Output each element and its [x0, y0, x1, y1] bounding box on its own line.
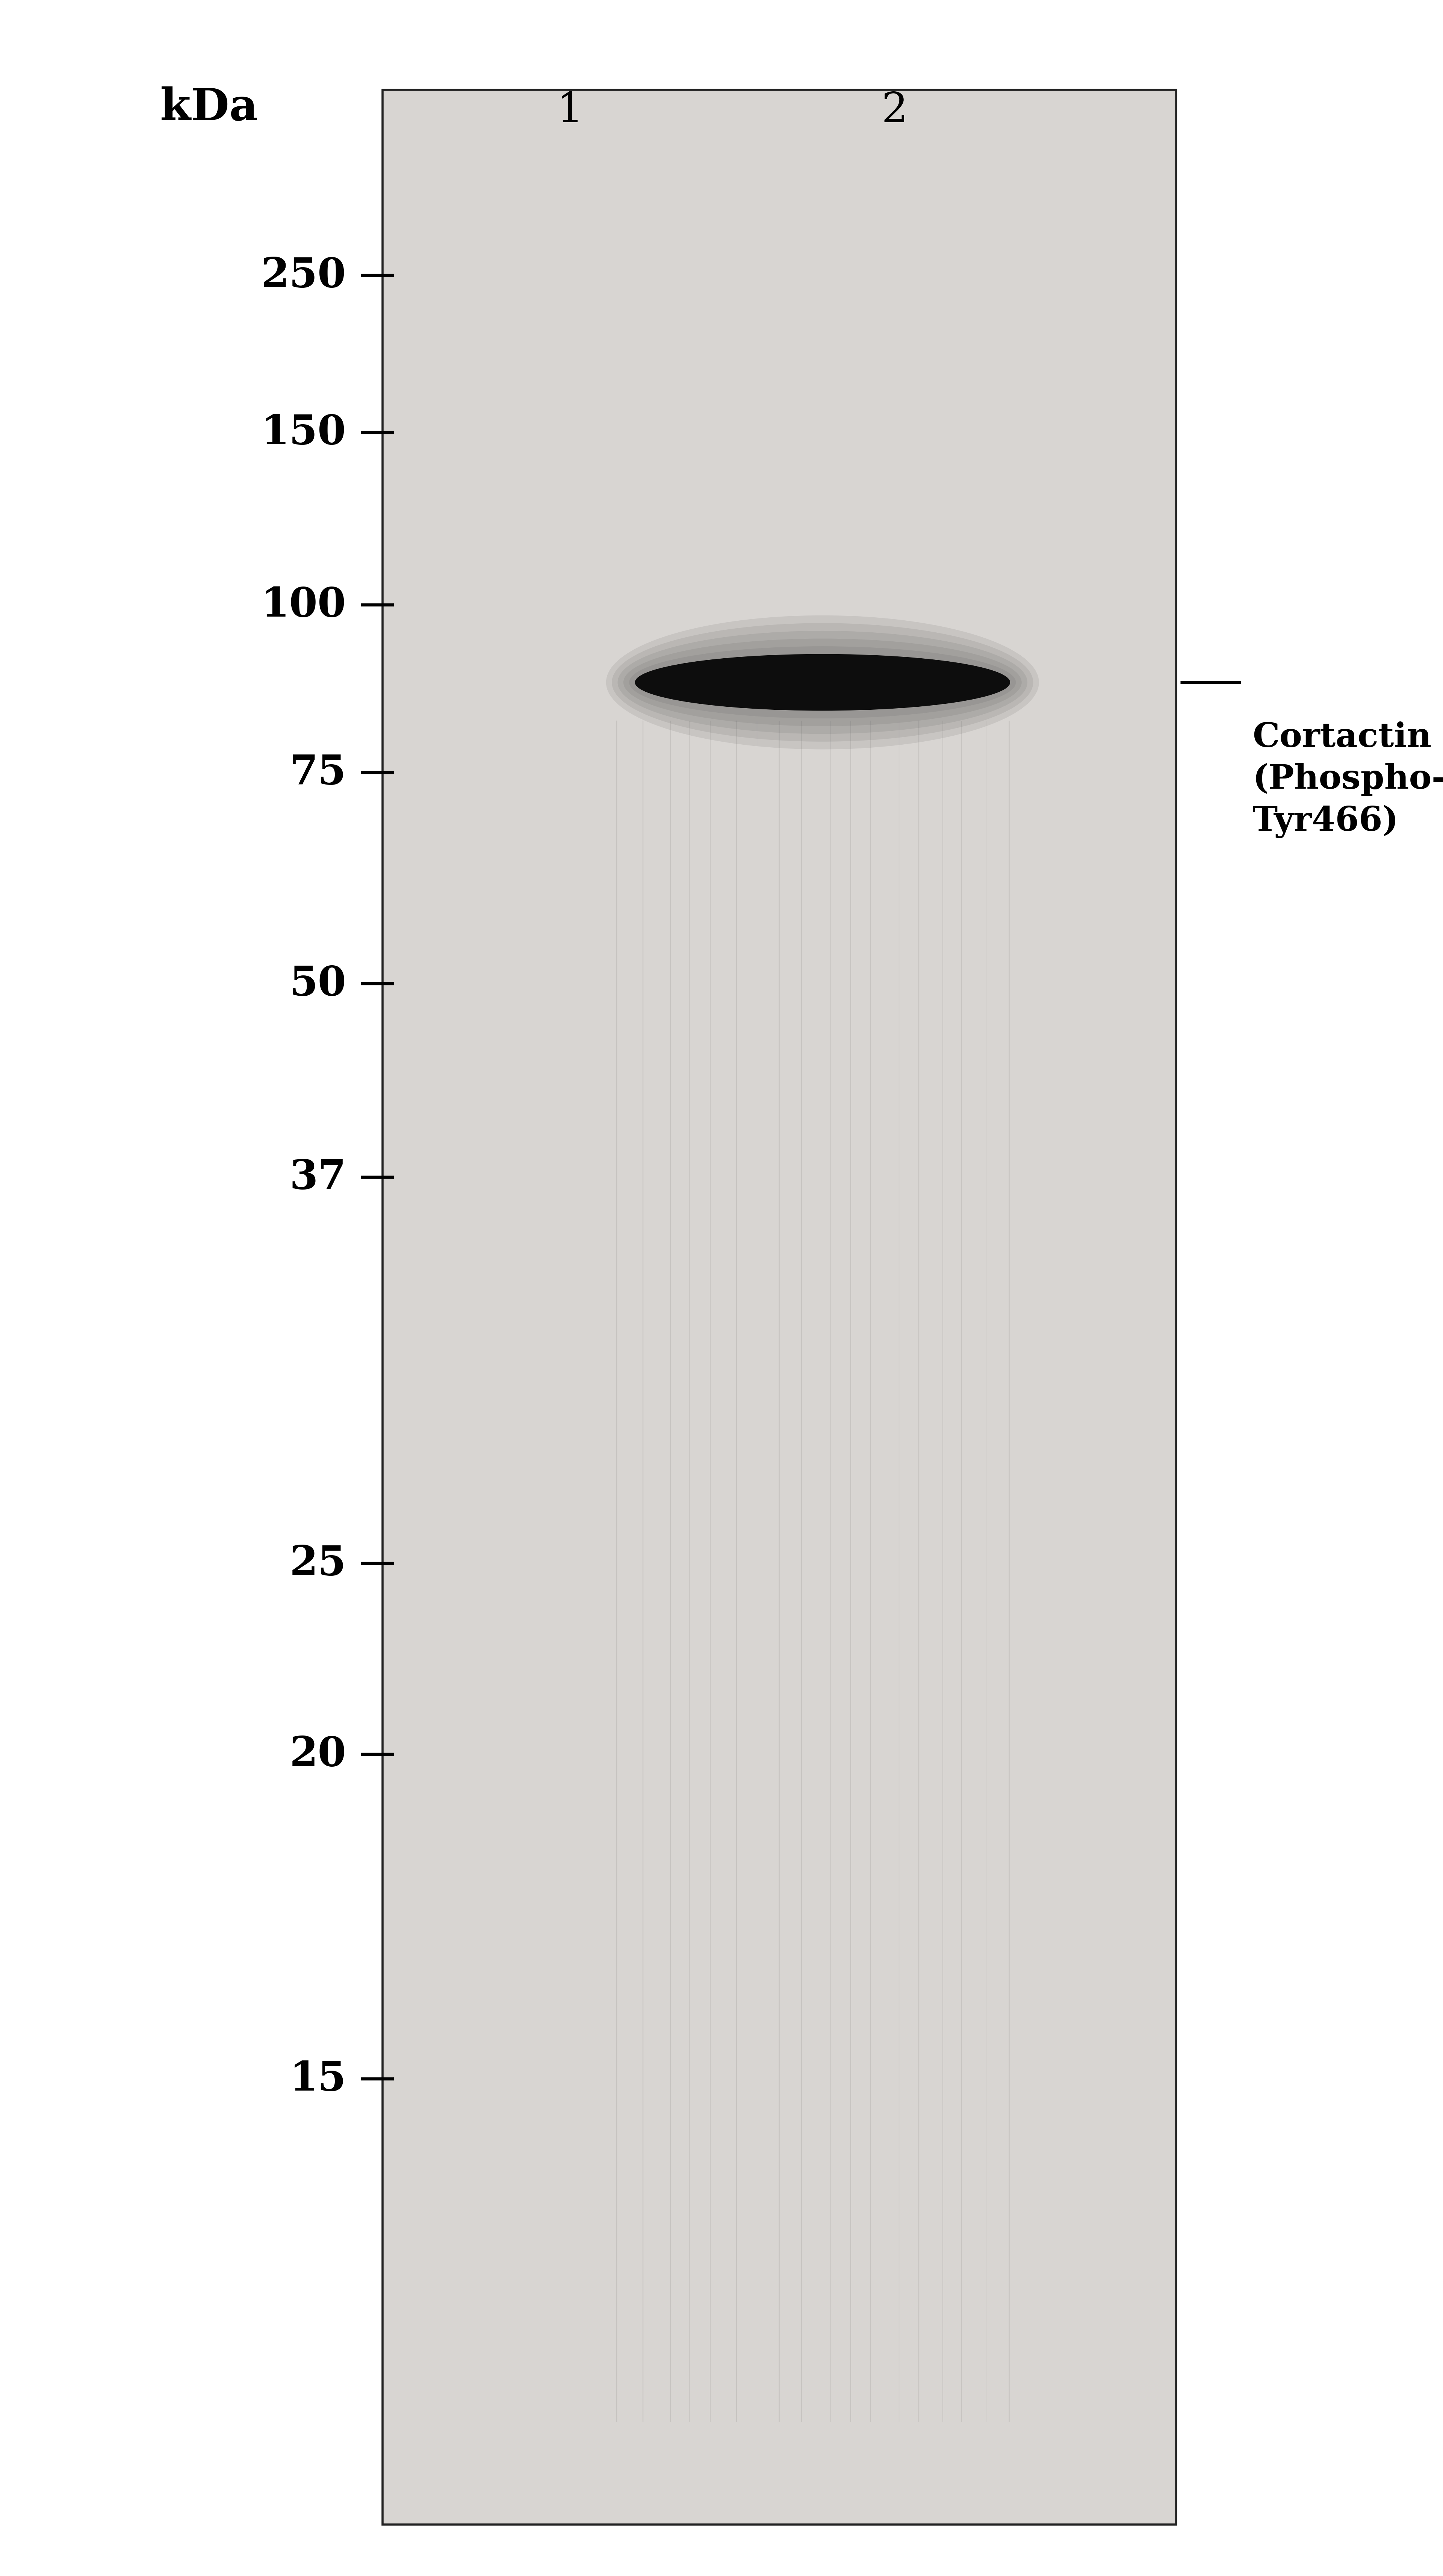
Text: 1: 1 — [557, 90, 583, 131]
Text: kDa: kDa — [160, 88, 258, 129]
Text: 37: 37 — [290, 1157, 346, 1198]
Text: 75: 75 — [290, 752, 346, 793]
Text: 2: 2 — [882, 90, 908, 131]
Ellipse shape — [618, 631, 1027, 734]
Text: 15: 15 — [290, 2058, 346, 2099]
Ellipse shape — [635, 654, 1010, 711]
Text: 50: 50 — [290, 963, 346, 1005]
Text: 100: 100 — [261, 585, 346, 626]
Ellipse shape — [623, 639, 1022, 726]
Text: 25: 25 — [290, 1543, 346, 1584]
Ellipse shape — [606, 616, 1039, 750]
Text: 150: 150 — [261, 412, 346, 453]
Ellipse shape — [629, 647, 1016, 719]
Bar — [382, 90, 1176, 2524]
Text: Cortactin
(Phospho-
Tyr466): Cortactin (Phospho- Tyr466) — [1253, 721, 1443, 837]
Ellipse shape — [612, 623, 1033, 742]
Text: 250: 250 — [261, 255, 346, 296]
Text: 20: 20 — [290, 1734, 346, 1775]
